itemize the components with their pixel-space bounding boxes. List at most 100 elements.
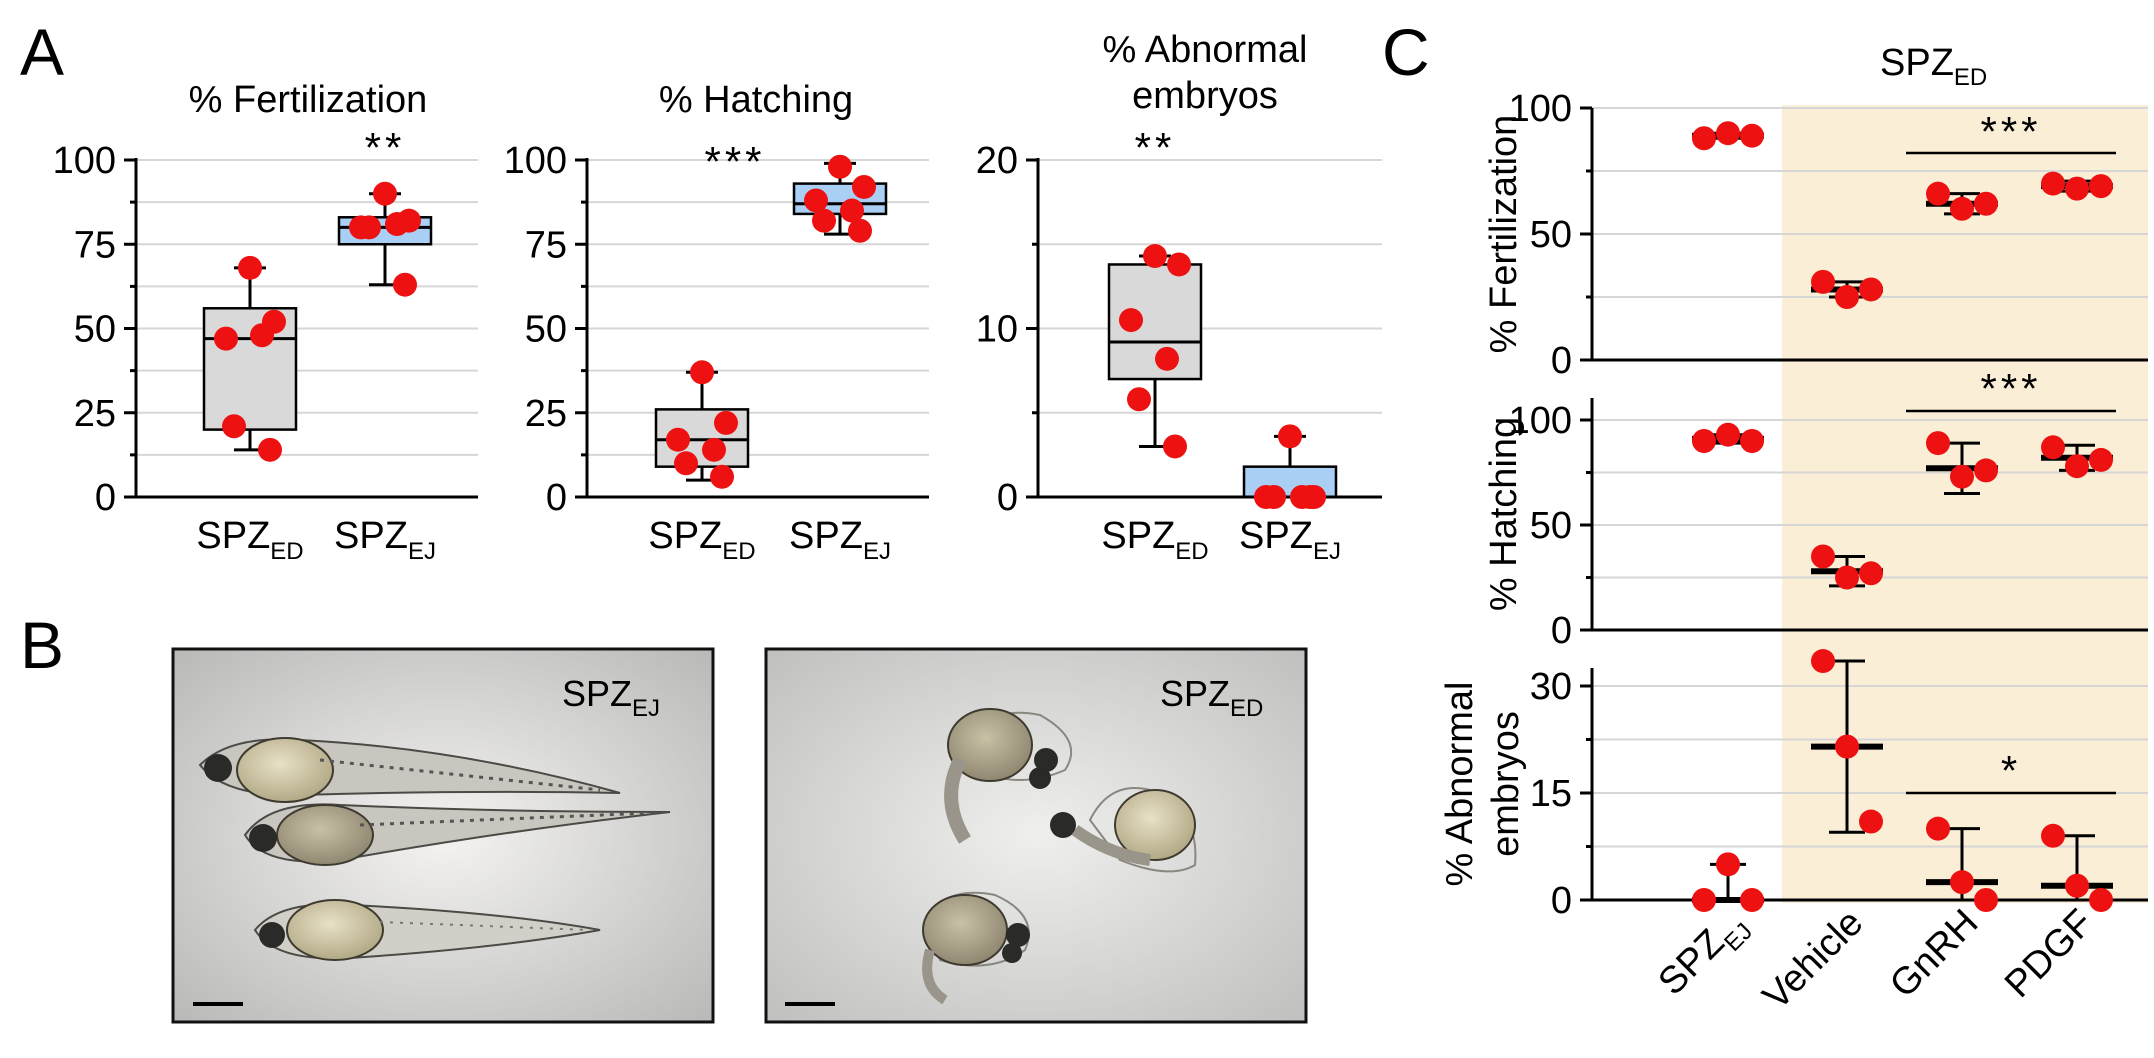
data-point [2065, 873, 2089, 898]
chart-title: embryos [1132, 75, 1278, 117]
y-tick-label: 0 [1551, 880, 1572, 922]
label-main: SPZ [648, 515, 722, 557]
malformed-embryo [1050, 787, 1197, 873]
y-tick-label: 75 [525, 224, 567, 266]
data-point [1167, 252, 1191, 277]
data-point [1926, 181, 1950, 206]
data-point [357, 215, 381, 240]
data-point [702, 437, 726, 462]
data-point [2065, 176, 2089, 201]
label-sub: ED [270, 538, 303, 565]
label-main: PDGF [1997, 902, 2101, 1006]
x-tick-label: SPZED [1101, 515, 1208, 565]
data-point [1740, 429, 1764, 453]
significance-label: ** [1135, 124, 1176, 171]
data-point [2041, 823, 2065, 848]
malformed-embryo [922, 891, 1030, 1005]
data-point [828, 154, 852, 179]
label-main: SPZ [334, 515, 408, 557]
chart-hatching-dots: 0 50 100% Hatching *** [1483, 365, 2148, 652]
y-tick-label: 0 [1551, 610, 1572, 652]
data-point [804, 188, 828, 213]
data-point [1278, 424, 1302, 449]
data-point [393, 272, 417, 297]
label-sub: EJ [408, 538, 436, 565]
label-main: SPZ [789, 515, 863, 557]
data-point [1119, 308, 1143, 333]
larva [253, 899, 601, 961]
y-tick-label: 30 [1530, 666, 1572, 708]
data-point [2089, 888, 2113, 912]
larva [243, 803, 671, 866]
data-point [1262, 485, 1286, 509]
data-point [1835, 285, 1859, 309]
data-point [1859, 561, 1883, 586]
y-tick-label: 15 [1530, 773, 1572, 815]
larva [198, 737, 621, 803]
significance-label: * [2001, 747, 2021, 794]
chart-abnormal-dots: 0 15 30 % Abnormal embryos * [1439, 649, 2148, 922]
label-main: Vehicle [1755, 902, 1871, 1018]
data-point [1926, 816, 1950, 841]
data-point [1859, 277, 1883, 302]
data-point [1950, 464, 1974, 489]
x-tick-label: SPZEJ [334, 515, 436, 565]
y-axis-label: % Fertilization [1483, 115, 1525, 354]
data-point [250, 323, 274, 348]
data-point [1692, 429, 1716, 453]
panel-c-header: SPZED [1880, 42, 1987, 91]
data-point [666, 427, 690, 452]
data-point [373, 181, 397, 206]
label-main: SPZ [1651, 921, 1733, 1003]
y-tick-label: 0 [95, 477, 116, 519]
y-tick-label: 50 [1530, 214, 1572, 256]
data-point [690, 360, 714, 385]
image-label-ed: SPZED [1160, 673, 1263, 722]
data-point [812, 208, 836, 233]
label-main: SPZ [196, 515, 270, 557]
y-tick-label: 100 [504, 140, 567, 182]
data-point [2089, 447, 2113, 472]
y-tick-label: 100 [53, 140, 116, 182]
significance-label: *** [704, 138, 765, 185]
data-point [1835, 565, 1859, 590]
panel-c-shaded-region [1782, 105, 2148, 903]
chart-title: % Fertilization [189, 79, 428, 121]
data-point [1298, 485, 1322, 509]
y-tick-label: 0 [546, 477, 567, 519]
y-tick-label: 25 [74, 393, 116, 435]
data-point [1926, 431, 1950, 456]
x-tick-label: SPZED [648, 515, 755, 565]
data-point [1692, 888, 1716, 912]
data-point [2089, 174, 2113, 199]
data-point [1974, 458, 1998, 483]
significance-label: *** [1980, 108, 2041, 155]
data-point [1163, 434, 1187, 459]
y-axis-label: % Hatching [1483, 417, 1525, 611]
y-tick-label: 0 [1551, 340, 1572, 382]
data-point [1974, 888, 1998, 912]
data-point [2065, 454, 2089, 479]
y-tick-label: 100 [1509, 400, 1572, 442]
data-point [258, 437, 282, 462]
data-point [1811, 544, 1835, 569]
y-tick-label: 50 [525, 309, 567, 351]
y-tick-label: 25 [525, 393, 567, 435]
x-tick-label: SPZEJ [789, 515, 891, 565]
x-tick-label: SPZED [196, 515, 303, 565]
data-point [674, 451, 698, 476]
x-tick-label: Vehicle [1755, 902, 1871, 1018]
data-point [2041, 435, 2065, 460]
x-tick-label: GnRH [1882, 902, 1986, 1006]
data-point [1811, 649, 1835, 674]
data-point [1811, 269, 1835, 294]
data-point [714, 410, 738, 435]
label-main: SPZ [1101, 515, 1175, 557]
data-point [1974, 191, 1998, 216]
x-tick-label: SPZEJ [1651, 902, 1758, 1009]
image-label-ej: SPZEJ [562, 673, 660, 722]
chart-fertilization-dots: 0 50 100% Fertilization *** [1483, 88, 2148, 382]
